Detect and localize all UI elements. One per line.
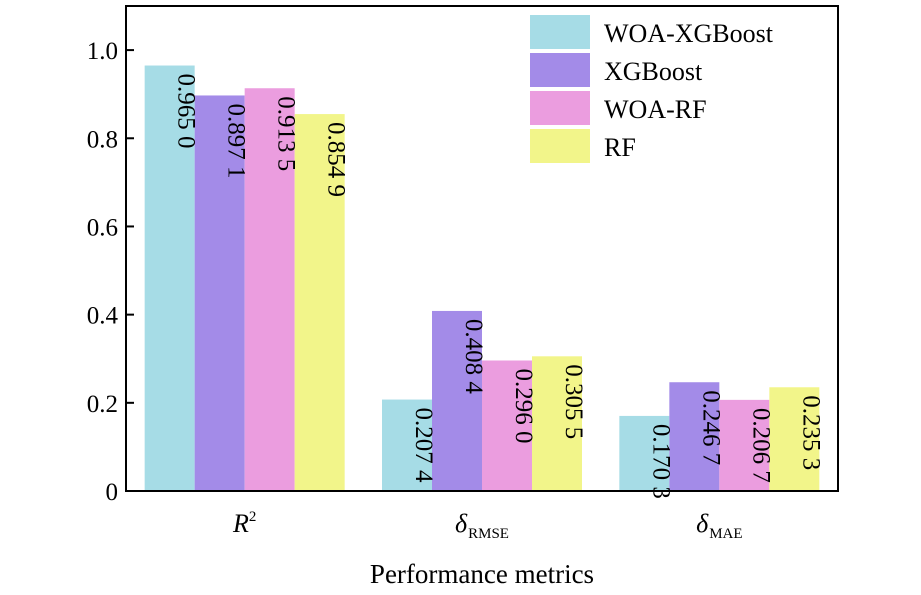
y-tick-label: 0.8 [87,126,118,153]
bar [244,88,295,491]
y-tick-label: 0 [106,479,119,506]
y-tick-label: 0.2 [87,391,118,418]
bar-labels-layer: 0.965 0 0.897 1 0.913 5 0.854 9 0.207 4 0.408… [173,74,825,499]
y-tick-label: 1.0 [87,38,118,65]
bar [294,114,345,491]
bar-value-label: 0.246 7 [697,390,724,465]
x-axis: R2 δRMSE δMAE [232,509,743,542]
legend-label: XGBoost [604,57,703,86]
x-category-sub: RMSE [468,526,509,542]
x-category-main: δ [696,509,709,538]
bar-value-label: 0.170 3 [647,424,674,499]
x-category-sub: MAE [709,526,742,542]
legend-label: RF [604,133,636,162]
legend-swatch [530,53,590,87]
legend: WOA-XGBoost XGBoost WOA-RF RF [530,15,774,163]
bar-value-label: 0.408 4 [460,319,487,395]
y-tick-label: 0.4 [87,303,119,330]
legend-swatch [530,91,590,125]
x-category-label: δRMSE [455,509,509,542]
bar-value-label: 0.235 3 [797,395,824,470]
bar [719,399,770,491]
legend-swatch [530,15,590,49]
bar-value-label: 0.897 1 [223,103,250,178]
bars-layer [144,65,820,492]
bar-value-label: 0.305 5 [560,364,587,439]
x-category-label: δMAE [696,509,742,542]
bar [619,415,670,491]
bar-value-label: 0.296 0 [510,368,537,443]
bar-value-label: 0.854 9 [323,122,350,197]
bar [194,95,245,492]
x-category-main: R [232,509,249,538]
x-category-sup: 2 [249,509,257,525]
bar [144,65,195,491]
legend-label: WOA-XGBoost [604,19,774,48]
legend-label: WOA-RF [604,95,707,124]
bar [432,310,482,491]
bar-value-label: 0.965 0 [173,74,200,149]
y-axis: 0 0.2 0.4 0.6 0.8 1.0 [87,38,134,506]
bar [382,399,432,491]
legend-swatch [530,129,590,163]
x-category-label: R2 [232,509,256,538]
plot-frame [125,5,839,492]
bar-value-label: 0.913 5 [273,96,300,171]
x-category-main: δ [455,509,468,538]
bar [669,382,720,491]
bar-value-label: 0.206 7 [747,408,774,483]
bar-value-label: 0.207 4 [410,408,437,484]
bar [769,387,820,491]
bar [532,356,582,491]
y-tick-label: 0.6 [87,214,118,241]
bar [482,360,532,491]
x-axis-title: Performance metrics [370,559,594,589]
